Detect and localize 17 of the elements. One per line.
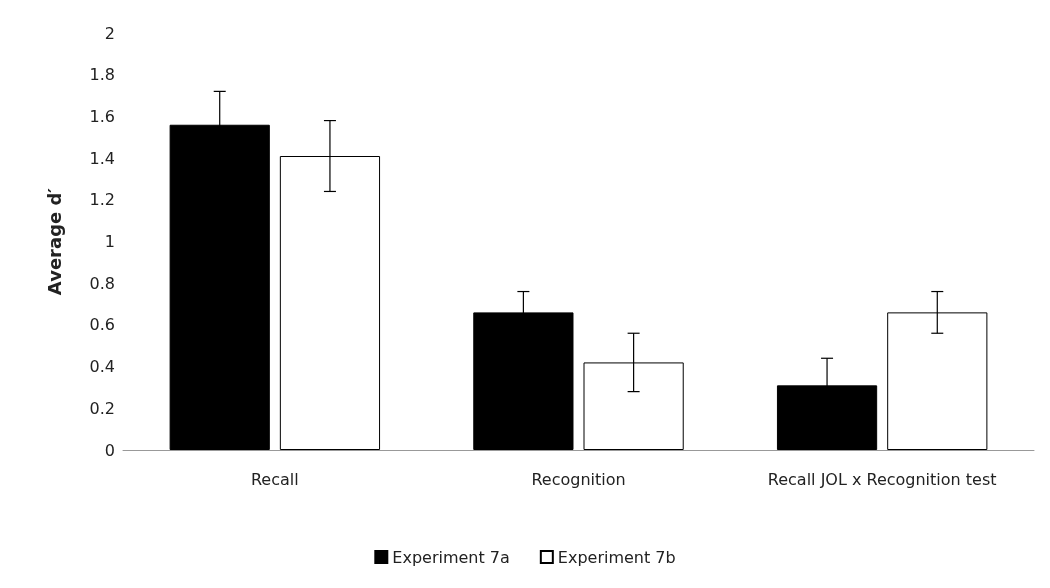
y-tick-label: 0.4 [89,357,115,377]
x-tick-label: Recall JOL x Recognition test [767,469,997,489]
x-tick-label: Recall [250,469,299,489]
legend-label: Experiment 7a [392,547,510,567]
legend-label: Experiment 7b [557,547,676,567]
y-tick-label: 0.2 [89,398,115,418]
y-tick-label: 1.2 [89,190,115,210]
y-axis-title: Average d′ [43,187,65,296]
y-tick-label: 1 [104,232,115,251]
y-tick-label: 1.4 [89,148,115,168]
y-tick-label: 0 [104,440,115,460]
y-tick-label: 0.6 [89,315,115,335]
y-tick-label: 1.8 [89,65,115,85]
y-tick-label: 0.8 [89,273,115,293]
y-tick-label: 1.6 [89,106,115,126]
x-tick-label: Recognition [531,469,626,489]
y-tick-label: 2 [104,23,115,43]
